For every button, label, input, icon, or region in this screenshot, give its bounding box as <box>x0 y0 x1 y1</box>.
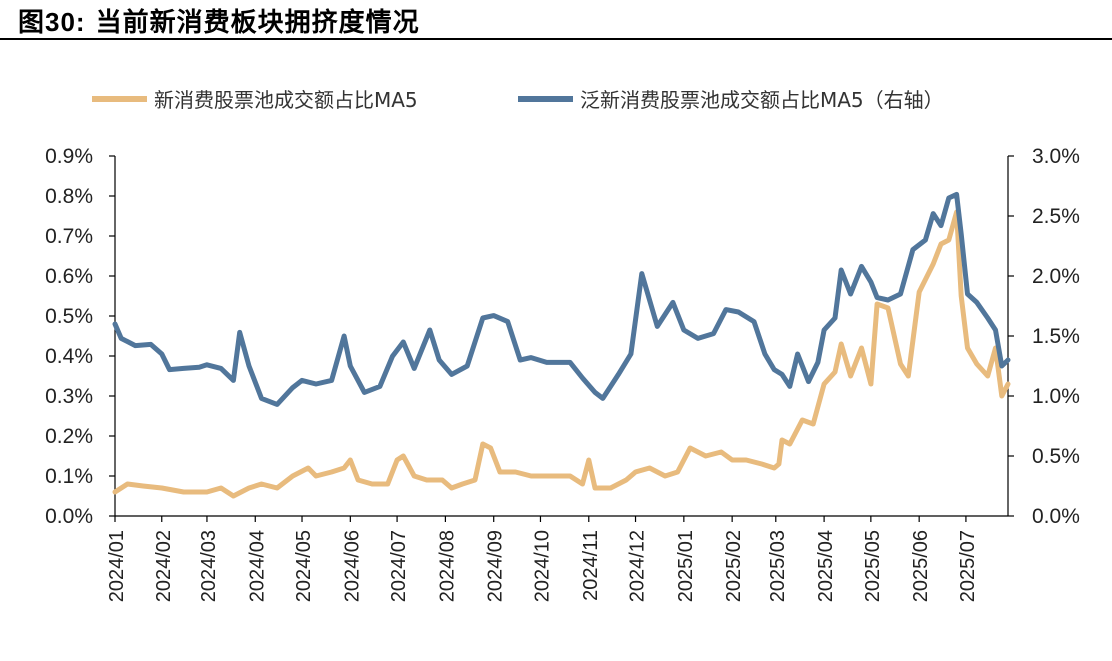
y-left-tick-label: 0.9% <box>45 145 93 168</box>
y-right-tick-label: 2.5% <box>1032 205 1080 228</box>
x-tick-label: 2024/09 <box>485 530 507 602</box>
y-left-tick-label: 0.2% <box>45 425 93 448</box>
x-tick-label: 2024/12 <box>627 530 649 602</box>
x-tick-label: 2025/01 <box>675 530 697 602</box>
series-layer <box>112 191 1011 499</box>
y-right-tick-label: 1.5% <box>1032 325 1080 348</box>
figure-label: 图30: <box>18 7 86 37</box>
x-tick-label: 2024/03 <box>198 530 220 602</box>
series-line-broad-new-consumption <box>112 191 1011 407</box>
y-left-tick-label: 0.4% <box>45 345 93 368</box>
x-tick-label: 2024/11 <box>580 530 602 601</box>
x-tick-label: 2025/05 <box>862 530 884 602</box>
x-tick-label: 2024/05 <box>293 530 315 602</box>
y-right-tick-label: 3.0% <box>1032 145 1080 168</box>
y-left-tick-label: 0.0% <box>45 505 93 528</box>
y-left-tick-label: 0.1% <box>45 465 93 488</box>
x-tick-label: 2024/06 <box>341 530 363 602</box>
legend-label: 泛新消费股票池成交额占比MA5（右轴） <box>580 88 944 112</box>
x-tick-label: 2024/02 <box>153 530 175 602</box>
y-right-tick-label: 0.5% <box>1032 445 1080 468</box>
axes: 0.0% 0.1% 0.2% 0.3% 0.4% 0.5% 0.6% 0.7% 0.8% 0.9%… <box>45 145 1080 602</box>
x-tick-label: 2025/07 <box>957 530 979 602</box>
x-tick-label: 2025/04 <box>815 530 837 602</box>
y-left-tick-label: 0.8% <box>45 185 93 208</box>
y-left-tick-label: 0.3% <box>45 385 93 408</box>
figure-title-text: 当前新消费板块拥挤度情况 <box>95 8 420 38</box>
y-right-tick-label: 0.0% <box>1032 505 1080 528</box>
x-tick-label: 2024/04 <box>246 530 268 602</box>
x-tick-label: 2024/01 <box>106 530 128 602</box>
x-tick-label: 2024/10 <box>531 530 553 602</box>
x-tick-label: 2024/07 <box>388 530 410 602</box>
y-left-tick-label: 0.5% <box>45 305 93 328</box>
legend-label: 新消费股票池成交额占比MA5 <box>154 88 418 112</box>
x-tick-label: 2025/06 <box>910 530 932 602</box>
x-tick-label: 2024/08 <box>436 530 458 602</box>
series-line-new-consumption <box>112 209 1011 499</box>
y-left-tick-label: 0.7% <box>45 225 93 248</box>
figure-title: 图30: 当前新消费板块拥挤度情况 <box>18 2 420 39</box>
legend: 新消费股票池成交额占比MA5 泛新消费股票池成交额占比MA5（右轴） <box>92 88 944 112</box>
x-tick-label: 2025/03 <box>767 530 789 602</box>
y-right-tick-label: 1.0% <box>1032 385 1080 408</box>
y-right-tick-label: 2.0% <box>1032 265 1080 288</box>
y-left-tick-label: 0.6% <box>45 265 93 288</box>
title-rule <box>0 38 1112 40</box>
x-tick-label: 2025/02 <box>723 530 745 602</box>
